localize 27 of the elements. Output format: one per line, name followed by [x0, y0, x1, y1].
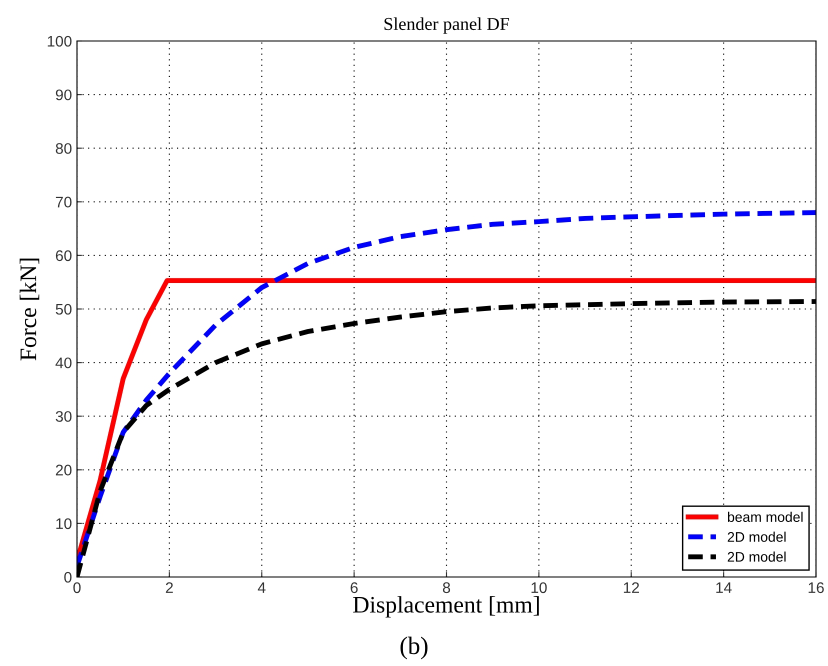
x-tick-label: 2	[166, 582, 173, 593]
y-tick-label: 90	[56, 89, 72, 100]
y-tick-label: 20	[56, 464, 72, 476]
y-tick-label: 70	[56, 196, 72, 208]
y-tick-label: 10	[56, 518, 72, 530]
y-tick-label: 60	[56, 250, 72, 262]
x-tick-label: 0	[73, 582, 81, 594]
chart-title: Slender panel DF	[384, 17, 510, 34]
legend-label: 2D model	[728, 552, 786, 562]
x-tick-label: 14	[716, 582, 732, 593]
x-tick-label: 8	[442, 582, 450, 594]
y-tick-label: 30	[56, 411, 72, 422]
y-tick-label: 80	[56, 143, 72, 154]
x-axis-title: Displacement [mm]	[353, 596, 539, 618]
legend-label: beam model	[728, 512, 803, 522]
y-tick-label: 40	[56, 357, 72, 368]
y-tick-label: 50	[56, 304, 72, 315]
x-tick-label: 4	[258, 582, 266, 593]
x-tick-label: 12	[624, 582, 639, 593]
x-tick-label: 6	[350, 582, 358, 594]
x-tick-label: 16	[808, 582, 824, 594]
text: (b)	[400, 636, 428, 660]
y-tick-label: 100	[48, 36, 72, 47]
y-axis-title: Force [kN]	[20, 258, 40, 360]
legend-label: 2D model	[728, 532, 786, 542]
y-tick-label: 0	[64, 572, 72, 583]
x-tick-label: 10	[532, 582, 547, 594]
